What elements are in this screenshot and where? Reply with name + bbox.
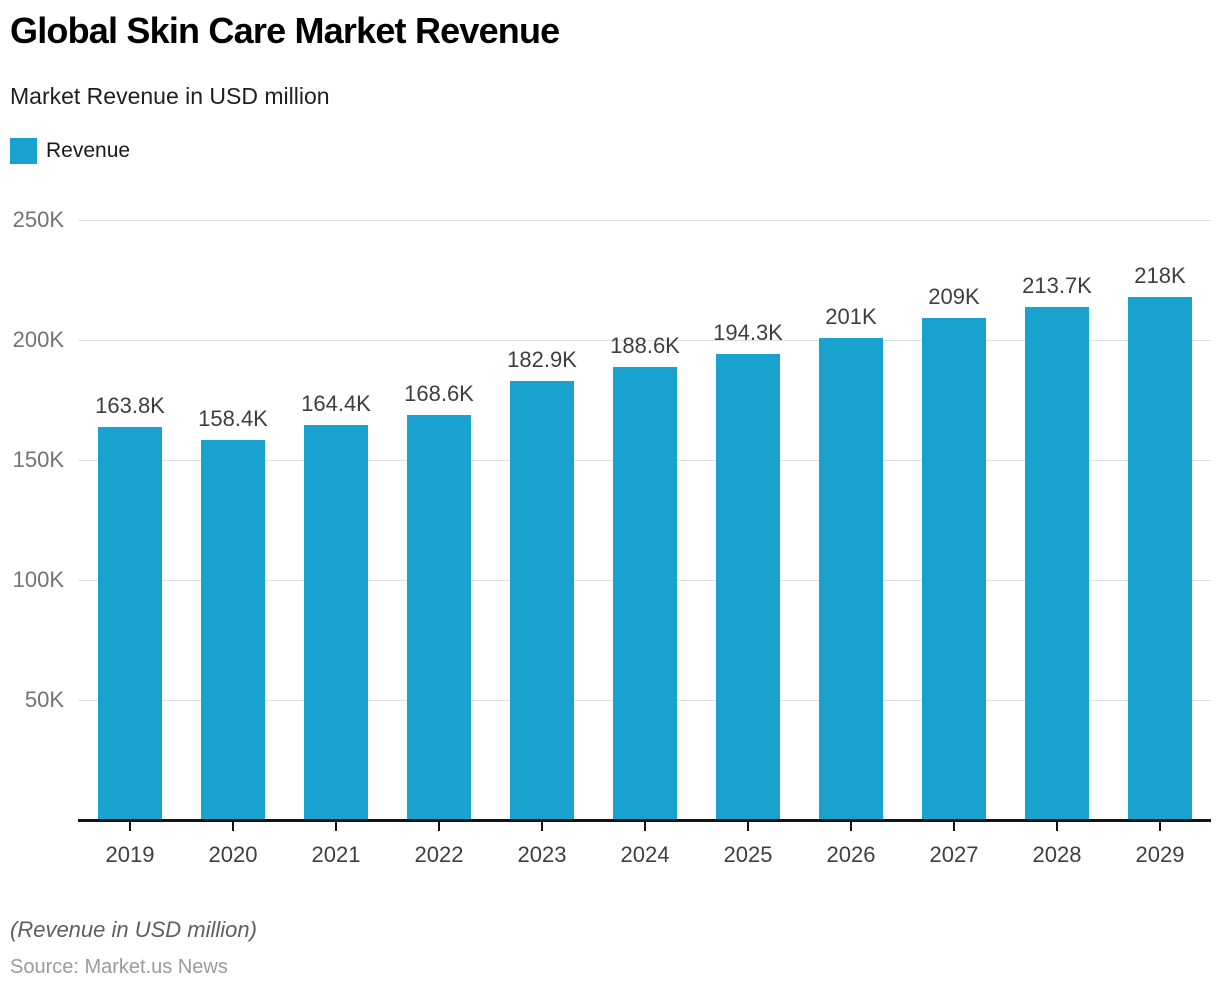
y-axis-label: 100K bbox=[12, 567, 64, 592]
bar-value-label: 194.3K bbox=[713, 320, 783, 345]
x-axis-label: 2023 bbox=[517, 842, 567, 867]
bar[interactable] bbox=[613, 367, 677, 819]
x-tick bbox=[953, 822, 955, 831]
x-tick bbox=[438, 822, 440, 831]
y-axis-label: 250K bbox=[12, 207, 64, 232]
x-tick bbox=[232, 822, 234, 831]
x-tick bbox=[644, 822, 646, 831]
bar-value-label: 201K bbox=[825, 304, 877, 329]
plot-area: 50K 100K 150K 200K 250K 163.8K 2019 158.4K 2020 1… bbox=[0, 207, 1220, 920]
bar-value-label: 218K bbox=[1134, 263, 1186, 288]
gridline bbox=[78, 340, 1211, 341]
bar[interactable] bbox=[201, 440, 265, 819]
x-axis-label: 2019 bbox=[105, 842, 155, 867]
x-axis-label: 2025 bbox=[723, 842, 773, 867]
x-tick bbox=[335, 822, 337, 831]
x-axis-label: 2022 bbox=[414, 842, 464, 867]
x-tick bbox=[1159, 822, 1161, 831]
x-axis-label: 2026 bbox=[826, 842, 876, 867]
x-tick bbox=[1056, 822, 1058, 831]
x-axis-line bbox=[78, 819, 1211, 822]
bar[interactable] bbox=[510, 381, 574, 819]
x-axis-label: 2020 bbox=[208, 842, 258, 867]
bar[interactable] bbox=[407, 415, 471, 819]
x-axis-label: 2027 bbox=[929, 842, 979, 867]
x-tick bbox=[850, 822, 852, 831]
x-tick bbox=[541, 822, 543, 831]
bar[interactable] bbox=[304, 425, 368, 819]
bar[interactable] bbox=[922, 318, 986, 819]
bar[interactable] bbox=[1025, 307, 1089, 819]
x-tick bbox=[747, 822, 749, 831]
x-axis-label: 2028 bbox=[1032, 842, 1082, 867]
y-axis-label: 200K bbox=[12, 327, 64, 352]
bar-value-label: 213.7K bbox=[1022, 273, 1092, 298]
chart-title: Global Skin Care Market Revenue bbox=[10, 10, 560, 51]
x-axis-label: 2024 bbox=[620, 842, 670, 867]
bar-value-label: 158.4K bbox=[198, 406, 268, 431]
footnote: (Revenue in USD million) bbox=[10, 917, 257, 942]
x-tick bbox=[129, 822, 131, 831]
x-axis-label: 2029 bbox=[1135, 842, 1185, 867]
legend-label: Revenue bbox=[46, 139, 131, 162]
gridline bbox=[78, 220, 1211, 221]
bar-value-label: 164.4K bbox=[301, 391, 371, 416]
bar[interactable] bbox=[819, 338, 883, 819]
chart-subtitle: Market Revenue in USD million bbox=[10, 83, 330, 109]
bar[interactable] bbox=[716, 354, 780, 819]
bar-value-label: 163.8K bbox=[95, 393, 165, 418]
y-axis-label: 150K bbox=[12, 447, 64, 472]
x-axis-label: 2021 bbox=[311, 842, 361, 867]
bar-value-label: 182.9K bbox=[507, 347, 577, 372]
legend-item-revenue[interactable]: Revenue bbox=[10, 138, 130, 164]
bar[interactable] bbox=[98, 427, 162, 819]
bar-value-label: 188.6K bbox=[610, 333, 680, 358]
bar[interactable] bbox=[1128, 297, 1192, 819]
bar-value-label: 209K bbox=[928, 284, 980, 309]
legend-swatch-icon bbox=[10, 138, 37, 164]
source-credit: Source: Market.us News bbox=[10, 956, 228, 978]
y-axis-label: 50K bbox=[24, 687, 64, 712]
bar-value-label: 168.6K bbox=[404, 381, 474, 406]
